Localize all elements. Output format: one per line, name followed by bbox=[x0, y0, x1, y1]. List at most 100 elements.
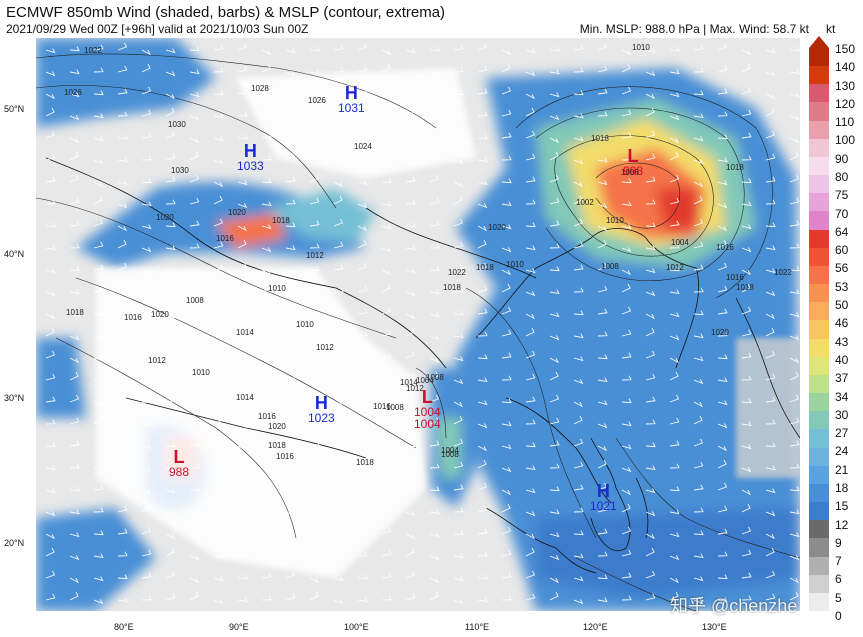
wind-barb bbox=[261, 329, 272, 337]
wind-barb bbox=[453, 507, 464, 513]
wind-barb bbox=[549, 69, 560, 75]
wind-barb bbox=[45, 511, 56, 517]
wind-barb bbox=[669, 115, 680, 121]
wind-barb bbox=[237, 597, 248, 603]
isobar-label: 1018 bbox=[356, 458, 374, 467]
wind-barb bbox=[213, 218, 224, 227]
wind-barb bbox=[141, 352, 152, 359]
wind-barb bbox=[309, 577, 319, 584]
wind-barb bbox=[645, 48, 656, 54]
wind-barb bbox=[429, 440, 440, 447]
wind-barb bbox=[141, 49, 151, 56]
wind-barb bbox=[333, 136, 344, 142]
wind-barb bbox=[93, 576, 104, 582]
wind-barb bbox=[189, 115, 200, 121]
wind-barb bbox=[165, 488, 176, 494]
wind-barb bbox=[477, 597, 488, 603]
wind-barb bbox=[213, 44, 224, 51]
wind-barb bbox=[45, 465, 56, 471]
wind-barb bbox=[501, 329, 512, 337]
wind-barb bbox=[645, 313, 655, 320]
wind-barb bbox=[381, 444, 392, 450]
wind-barb bbox=[693, 195, 703, 205]
wind-barb bbox=[237, 459, 247, 469]
wind-barb bbox=[213, 333, 224, 339]
wind-barb bbox=[621, 247, 632, 253]
wind-barb bbox=[669, 92, 680, 98]
high-pressure-1021: H 1021 bbox=[590, 481, 617, 513]
wind-barb bbox=[717, 65, 728, 73]
wind-barb bbox=[189, 591, 199, 601]
wind-barb bbox=[453, 113, 464, 119]
wind-barb bbox=[237, 65, 248, 73]
wind-barb bbox=[309, 463, 320, 469]
isobar-label: 1018 bbox=[272, 216, 290, 225]
colorbar-label: 50 bbox=[835, 298, 849, 313]
wind-barb bbox=[741, 247, 752, 253]
wind-barb bbox=[333, 599, 344, 605]
wind-barb bbox=[453, 333, 464, 339]
wind-barb bbox=[237, 111, 248, 117]
wind-barb bbox=[261, 109, 272, 117]
wind-barb bbox=[645, 593, 656, 601]
wind-barb bbox=[213, 415, 223, 425]
wind-barb bbox=[501, 398, 512, 404]
wind-barb bbox=[357, 42, 368, 51]
wind-barb bbox=[573, 553, 584, 559]
wind-barb bbox=[165, 373, 176, 381]
wind-barb bbox=[741, 86, 752, 95]
wind-barb bbox=[189, 220, 200, 227]
colorbar-label: 0 bbox=[835, 609, 842, 623]
wind-barb bbox=[165, 176, 176, 183]
wind-barb bbox=[741, 595, 752, 601]
wind-barb bbox=[549, 92, 560, 98]
isobar-label: 1030 bbox=[171, 166, 189, 175]
wind-barb bbox=[453, 44, 464, 51]
wind-barb bbox=[477, 423, 488, 429]
wind-barb bbox=[165, 130, 176, 139]
wind-barb bbox=[477, 308, 488, 315]
wind-barb bbox=[357, 482, 368, 491]
colorbar-segment bbox=[809, 175, 829, 194]
wind-barb bbox=[549, 335, 560, 341]
wind-barb bbox=[309, 197, 320, 205]
wind-barb bbox=[357, 597, 368, 603]
wind-barb bbox=[477, 157, 488, 163]
wind-barb bbox=[765, 245, 776, 251]
wind-barb bbox=[189, 577, 199, 584]
wind-barb bbox=[285, 327, 295, 337]
wind-barb bbox=[309, 46, 320, 52]
colorbar-label: 27 bbox=[835, 426, 849, 441]
colorbar-label: 80 bbox=[835, 170, 849, 185]
isobar-label: 1018 bbox=[443, 283, 461, 292]
wind-barb bbox=[381, 269, 391, 276]
wind-barb bbox=[717, 157, 728, 163]
wind-barb bbox=[693, 576, 704, 582]
wind-barb bbox=[453, 90, 464, 96]
wind-barb bbox=[501, 178, 512, 184]
wind-barb bbox=[765, 511, 776, 517]
wind-barb bbox=[45, 373, 56, 381]
wind-barb bbox=[549, 220, 560, 227]
wind-barb bbox=[693, 484, 704, 491]
wind-barb bbox=[645, 465, 656, 471]
wind-barb bbox=[333, 333, 344, 339]
wind-barb bbox=[285, 488, 296, 494]
isobar-label: 1008 bbox=[601, 262, 619, 271]
wind-barb bbox=[189, 197, 200, 205]
wind-barb bbox=[93, 484, 104, 491]
wind-barb bbox=[357, 423, 368, 429]
wind-barb bbox=[789, 371, 799, 381]
wind-barb bbox=[693, 379, 704, 385]
wind-barb bbox=[525, 176, 536, 183]
wind-barb bbox=[165, 153, 176, 161]
colorbar bbox=[809, 48, 829, 612]
wind-barb bbox=[669, 312, 680, 318]
wind-barb bbox=[429, 266, 440, 272]
wind-barb bbox=[213, 461, 224, 469]
wind-barb bbox=[69, 463, 80, 469]
wind-barb bbox=[405, 176, 416, 183]
wind-barb bbox=[525, 93, 535, 100]
wind-barb bbox=[285, 373, 296, 381]
wind-barb bbox=[357, 111, 368, 117]
